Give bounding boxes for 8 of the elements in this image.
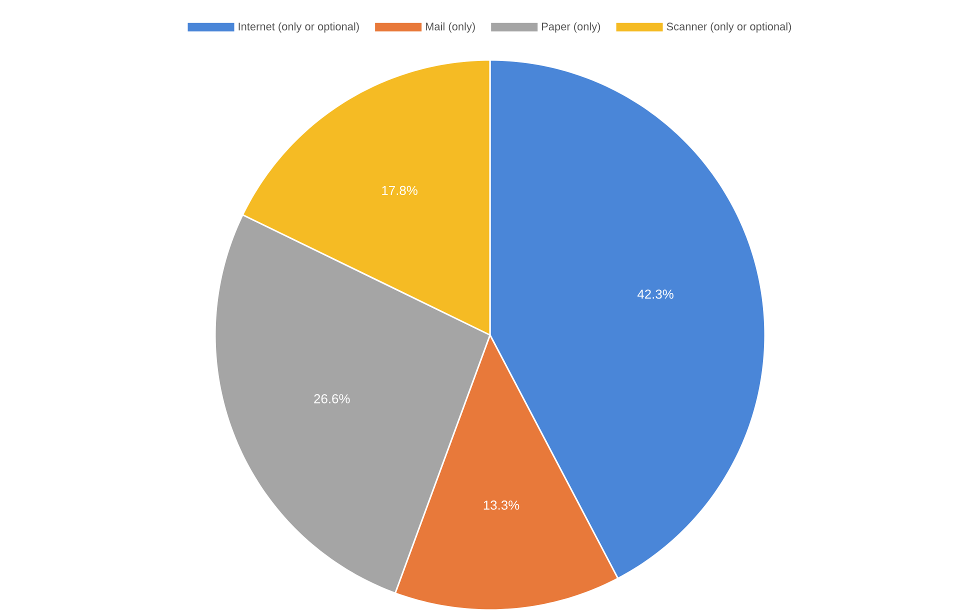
data-label: 13.3% bbox=[484, 500, 520, 510]
legend-label: Mail (only) bbox=[426, 22, 475, 33]
data-label: 26.6% bbox=[314, 394, 350, 404]
data-label: 42.3% bbox=[637, 290, 674, 299]
data-label: 17.8% bbox=[382, 186, 418, 196]
legend-label: Paper (only) bbox=[542, 22, 600, 33]
legend-label: Scanner (only or optional) bbox=[666, 22, 792, 33]
legend-label: Internet (only or optional) bbox=[238, 22, 359, 33]
